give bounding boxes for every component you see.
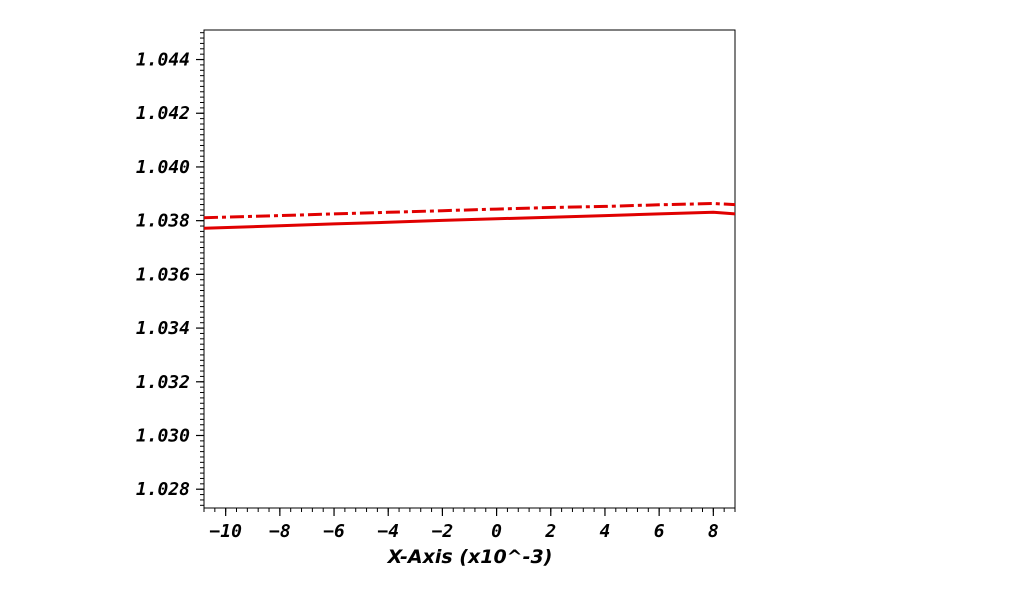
x-tick-label: −8 (269, 521, 291, 542)
y-tick-label: 1.044 (136, 50, 190, 71)
x-tick-label: 4 (600, 521, 611, 542)
x-axis-title: X-Axis (x10^-3) (387, 546, 553, 568)
y-tick-label: 1.040 (136, 157, 190, 178)
x-tick-label: 2 (544, 521, 556, 542)
series-layer (203, 202, 736, 230)
y-tick-label: 1.030 (136, 425, 190, 446)
y-tick-label: 1.032 (136, 372, 190, 393)
x-tick-labels: −10 −8 −6 −4 −2 0 2 4 6 8 (209, 521, 718, 542)
x-tick-label: −4 (377, 521, 399, 542)
x-tick-label: −6 (323, 521, 345, 542)
y-tick-label: 1.036 (136, 264, 190, 285)
major-ticks (196, 58, 714, 516)
y-tick-label: 1.038 (136, 211, 190, 232)
y-tick-label: 1.042 (136, 103, 190, 124)
y-tick-labels: 1.028 1.030 1.032 1.034 1.036 1.038 1.040 1.042… (136, 50, 190, 501)
y-tick-label: 1.028 (136, 479, 190, 500)
minor-ticks (200, 32, 736, 512)
x-tick-label: 8 (708, 521, 719, 542)
series-dash-dot-line (203, 202, 736, 220)
x-tick-label: 0 (491, 521, 502, 542)
series-solid-line (203, 210, 736, 230)
x-tick-label: −10 (209, 521, 242, 542)
plot-frame (203, 29, 736, 509)
x-tick-label: −2 (432, 521, 454, 542)
y-tick-label: 1.034 (136, 318, 190, 339)
x-tick-label: 6 (654, 521, 665, 542)
